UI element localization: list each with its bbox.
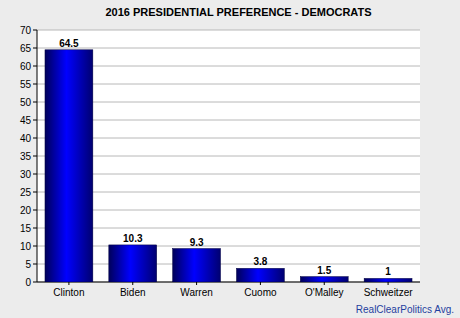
data-label: 10.3 (123, 233, 143, 244)
bar (109, 245, 157, 282)
tick-mark (33, 120, 37, 121)
grid-line (37, 84, 420, 85)
tick-mark (33, 30, 37, 31)
data-label: 3.8 (253, 256, 267, 267)
bar (173, 249, 221, 282)
data-label: 1 (385, 266, 391, 277)
background (0, 0, 460, 318)
bar (300, 277, 348, 282)
tick-label: 55 (20, 79, 32, 90)
tick-mark (33, 228, 37, 229)
y-axis (37, 30, 38, 282)
category-label: O'Malley (305, 287, 344, 298)
grid-line (37, 264, 420, 265)
data-label: 64.5 (59, 38, 79, 49)
tick-label: 60 (20, 61, 32, 72)
grid-line (37, 174, 420, 175)
category-label: Biden (120, 287, 146, 298)
x-tick-mark (196, 282, 197, 285)
tick-label: 10 (20, 241, 32, 252)
tick-mark (33, 246, 37, 247)
tick-mark (33, 156, 37, 157)
bar (236, 268, 284, 282)
tick-label: 70 (20, 25, 32, 36)
category-label: Clinton (53, 287, 84, 298)
tick-label: 0 (25, 277, 31, 288)
category-label: Warren (180, 287, 212, 298)
grid-line (37, 30, 420, 31)
tick-label: 15 (20, 223, 32, 234)
grid-line (37, 156, 420, 157)
tick-mark (33, 210, 37, 211)
grid-line (37, 228, 420, 229)
title: 2016 PRESIDENTIAL PREFERENCE - DEMOCRATS (105, 6, 371, 18)
x-tick-mark (132, 282, 133, 285)
grid-line (37, 192, 420, 193)
tick-mark (33, 138, 37, 139)
grid-line (37, 282, 420, 283)
tick-mark (33, 174, 37, 175)
tick-mark (33, 102, 37, 103)
grid-line (37, 246, 420, 247)
category-label: Schweitzer (364, 287, 414, 298)
tick-mark (33, 192, 37, 193)
chart-container: 2016 PRESIDENTIAL PREFERENCE - DEMOCRATS… (0, 0, 460, 318)
tick-mark (33, 48, 37, 49)
data-label: 9.3 (190, 237, 204, 248)
tick-label: 65 (20, 43, 32, 54)
tick-label: 45 (20, 115, 32, 126)
tick-mark (33, 264, 37, 265)
grid-line (37, 210, 420, 211)
x-tick-mark (324, 282, 325, 285)
tick-label: 30 (20, 169, 32, 180)
x-tick-mark (388, 282, 389, 285)
tick-label: 35 (20, 151, 32, 162)
grid-line (37, 48, 420, 49)
chart-svg: 2016 PRESIDENTIAL PREFERENCE - DEMOCRATS… (0, 0, 460, 318)
tick-label: 5 (25, 259, 31, 270)
bar (45, 50, 93, 282)
tick-mark (33, 66, 37, 67)
data-label: 1.5 (317, 265, 331, 276)
grid-line (37, 102, 420, 103)
tick-label: 20 (20, 205, 32, 216)
x-tick-mark (68, 282, 69, 285)
tick-mark (33, 84, 37, 85)
grid-line (37, 138, 420, 139)
tick-label: 50 (20, 97, 32, 108)
source: RealClearPolitics Avg. (356, 304, 454, 315)
grid-line (37, 66, 420, 67)
tick-label: 40 (20, 133, 32, 144)
bars (45, 50, 412, 282)
x-axis (37, 282, 420, 283)
grid-line (37, 120, 420, 121)
tick-mark (33, 282, 37, 283)
tick-label: 25 (20, 187, 32, 198)
bar (364, 278, 412, 282)
x-tick-mark (260, 282, 261, 285)
category-label: Cuomo (244, 287, 277, 298)
plot-area (37, 30, 420, 282)
